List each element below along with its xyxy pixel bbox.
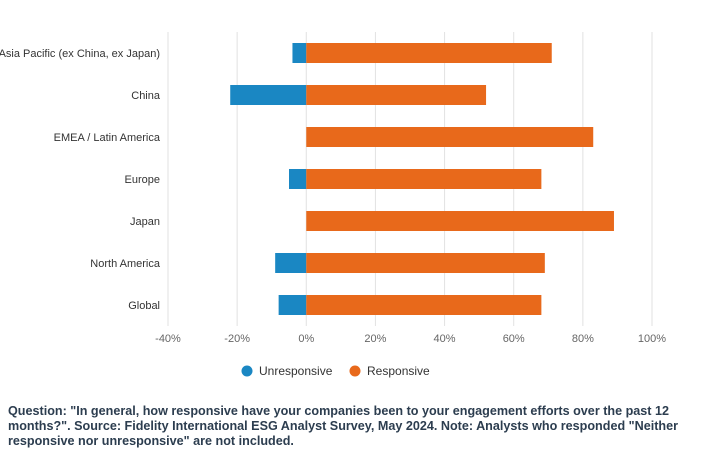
x-axis-ticks: -40% -20% 0% 20% 40% 60% 80% 100%	[155, 333, 666, 345]
legend-marker	[349, 365, 361, 377]
bar-unresponsive	[289, 169, 307, 189]
bar-responsive	[306, 211, 614, 231]
x-tick-label: -40%	[155, 333, 181, 345]
category-label: North America	[90, 258, 161, 270]
bar-chart: Asia Pacific (ex China, ex Japan) China EM…	[0, 32, 666, 378]
chart-panel: Asia Pacific (ex China, ex Japan) China EM…	[0, 32, 667, 378]
category-label: Japan	[130, 216, 160, 228]
category-label: Global	[128, 300, 160, 312]
legend-marker	[241, 365, 253, 377]
bar-unresponsive	[278, 295, 307, 315]
category-label: Asia Pacific (ex China, ex Japan)	[0, 48, 160, 60]
x-tick-label: -20%	[224, 333, 250, 345]
bar-unresponsive	[275, 253, 307, 273]
bar-unresponsive	[292, 43, 307, 63]
bars	[230, 43, 614, 315]
category-label: EMEA / Latin America	[54, 132, 161, 144]
x-tick-label: 20%	[364, 333, 386, 345]
bar-responsive	[306, 253, 545, 273]
legend[interactable]: Unresponsive Responsive	[241, 364, 431, 378]
legend-label: Responsive	[367, 364, 430, 378]
bar-responsive	[306, 169, 542, 189]
bar-responsive	[306, 43, 552, 63]
legend-item-responsive[interactable]: Responsive	[349, 364, 431, 378]
chart-footnote: Question: "In general, how responsive ha…	[8, 404, 678, 448]
legend-item-unresponsive[interactable]: Unresponsive	[241, 364, 333, 378]
category-label: Europe	[125, 174, 160, 186]
x-tick-label: 80%	[572, 333, 594, 345]
legend-label: Unresponsive	[259, 364, 333, 378]
bar-unresponsive	[230, 85, 307, 105]
x-tick-label: 40%	[434, 333, 456, 345]
x-tick-label: 60%	[503, 333, 525, 345]
x-tick-label: 100%	[638, 333, 666, 345]
category-label: China	[131, 90, 161, 102]
bar-responsive	[306, 127, 594, 147]
category-labels: Asia Pacific (ex China, ex Japan) China EM…	[0, 48, 161, 312]
x-tick-label: 0%	[298, 333, 314, 345]
bar-responsive	[306, 295, 542, 315]
bar-responsive	[306, 85, 487, 105]
